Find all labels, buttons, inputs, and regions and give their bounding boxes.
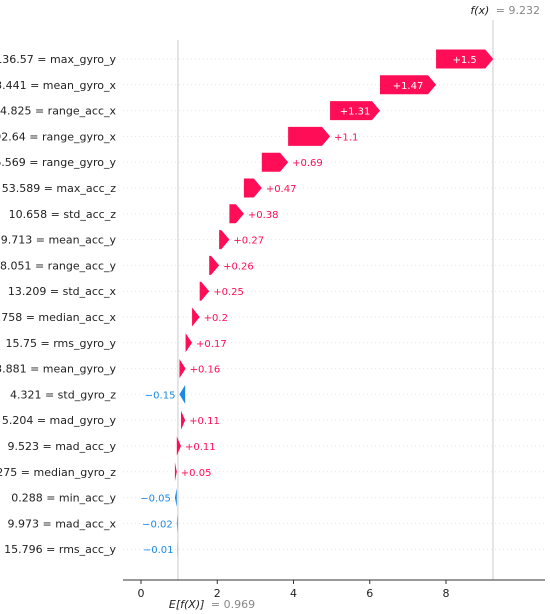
positive-contribution-bar bbox=[380, 75, 437, 95]
feature-label: 68.051 = range_acc_y bbox=[0, 259, 116, 272]
contribution-value-label: +0.16 bbox=[190, 365, 221, 376]
positive-contribution-bar bbox=[219, 230, 230, 250]
feature-label: 9.713 = mean_acc_y bbox=[1, 234, 117, 247]
feature-label: 10.658 = std_acc_z bbox=[9, 208, 117, 221]
contribution-value-label: +0.2 bbox=[204, 313, 228, 324]
contribution-value-label: +1.5 bbox=[452, 55, 476, 66]
output-value-text: = 9.232 bbox=[496, 4, 540, 17]
feature-label: 64.825 = range_acc_x bbox=[0, 105, 116, 118]
contribution-value-label: +1.47 bbox=[393, 81, 424, 92]
base-value-text: = 0.969 bbox=[211, 598, 255, 611]
contribution-value-label: +1.31 bbox=[340, 107, 371, 118]
feature-label: 4.321 = std_gyro_z bbox=[10, 388, 116, 401]
positive-contribution-bar bbox=[261, 152, 289, 172]
feature-labels: 136.57 = max_gyro_y 3.441 = mean_gyro_x 64… bbox=[0, 53, 116, 556]
negative-contribution-bar bbox=[179, 384, 186, 404]
contribution-value-label: −0.02 bbox=[142, 519, 173, 530]
feature-label: 5.204 = mad_gyro_y bbox=[2, 414, 117, 427]
contribution-value-label: +0.47 bbox=[266, 184, 297, 195]
negative-contribution-bar bbox=[174, 488, 177, 508]
x-tick-label: 0 bbox=[138, 587, 145, 600]
positive-contribution-bar bbox=[176, 436, 181, 456]
contribution-value-label: −0.15 bbox=[145, 390, 176, 401]
output-label-text: f(x) bbox=[470, 4, 489, 17]
base-label-text: E[f(X)] bbox=[169, 598, 205, 611]
contribution-value-label: +0.26 bbox=[223, 261, 254, 272]
positive-contribution-bar bbox=[199, 281, 210, 301]
positive-contribution-bar bbox=[288, 126, 331, 146]
feature-label: 136.569 = range_gyro_y bbox=[0, 156, 116, 169]
contribution-value-label: +0.11 bbox=[185, 442, 216, 453]
contribution-value-label: +0.27 bbox=[233, 236, 264, 247]
reference-lines bbox=[177, 20, 494, 580]
x-tick-label: 2 bbox=[214, 587, 221, 600]
x-tick-label: 8 bbox=[443, 587, 450, 600]
positive-contribution-bar bbox=[179, 359, 186, 379]
feature-label: 3.881 = mean_gyro_y bbox=[0, 363, 116, 376]
feature-label: 0.288 = min_acc_y bbox=[11, 492, 116, 505]
feature-label: 92.64 = range_gyro_x bbox=[0, 130, 116, 143]
feature-label: 2.758 = median_acc_x bbox=[0, 311, 116, 324]
feature-label: 9.973 = mad_acc_x bbox=[8, 517, 117, 530]
contribution-value-label: +0.38 bbox=[248, 210, 279, 221]
x-tick-label: 6 bbox=[366, 587, 373, 600]
positive-contribution-bar bbox=[436, 49, 494, 69]
positive-contribution-bar bbox=[192, 307, 200, 327]
contribution-value-label: +0.05 bbox=[181, 468, 212, 479]
positive-contribution-bar bbox=[243, 178, 262, 198]
contribution-value-label: −0.05 bbox=[140, 494, 171, 505]
positive-contribution-bar bbox=[330, 101, 381, 121]
contribution-value-label: +0.17 bbox=[196, 339, 227, 350]
positive-contribution-bar bbox=[229, 204, 244, 224]
x-axis: 0 2 4 6 8 bbox=[123, 579, 545, 600]
x-tick-label: 4 bbox=[290, 587, 297, 600]
feature-label: 9.523 = mad_acc_y bbox=[8, 440, 117, 453]
negative-contribution-bar bbox=[176, 513, 178, 533]
feature-label: 53.589 = max_acc_z bbox=[2, 182, 117, 195]
feature-label: 15.75 = rms_gyro_y bbox=[6, 337, 117, 350]
contribution-value-label: −0.01 bbox=[143, 545, 174, 556]
feature-label: 0.275 = median_gyro_z bbox=[0, 466, 116, 479]
contribution-bars: +1.5 +1.47 +1.31 +1.1 +0.69 +0.47 +0.38 +0.27 +0… bbox=[140, 49, 494, 559]
positive-contribution-bar bbox=[209, 255, 220, 275]
feature-label: 15.796 = rms_acc_y bbox=[4, 543, 116, 556]
positive-contribution-bar bbox=[185, 333, 193, 353]
positive-contribution-bar bbox=[180, 410, 186, 430]
feature-label: 136.57 = max_gyro_y bbox=[0, 53, 116, 66]
contribution-value-label: +0.69 bbox=[292, 158, 323, 169]
feature-label: 13.209 = std_acc_x bbox=[8, 285, 117, 298]
feature-label: 3.441 = mean_gyro_x bbox=[0, 79, 116, 92]
contribution-value-label: +0.11 bbox=[189, 416, 220, 427]
contribution-value-label: +0.25 bbox=[213, 287, 244, 298]
output-value-label: f(x) = 9.232 bbox=[470, 4, 540, 17]
base-value-label: E[f(X)] = 0.969 bbox=[169, 598, 255, 611]
contribution-value-label: +1.1 bbox=[334, 132, 358, 143]
positive-contribution-bar bbox=[174, 462, 177, 482]
